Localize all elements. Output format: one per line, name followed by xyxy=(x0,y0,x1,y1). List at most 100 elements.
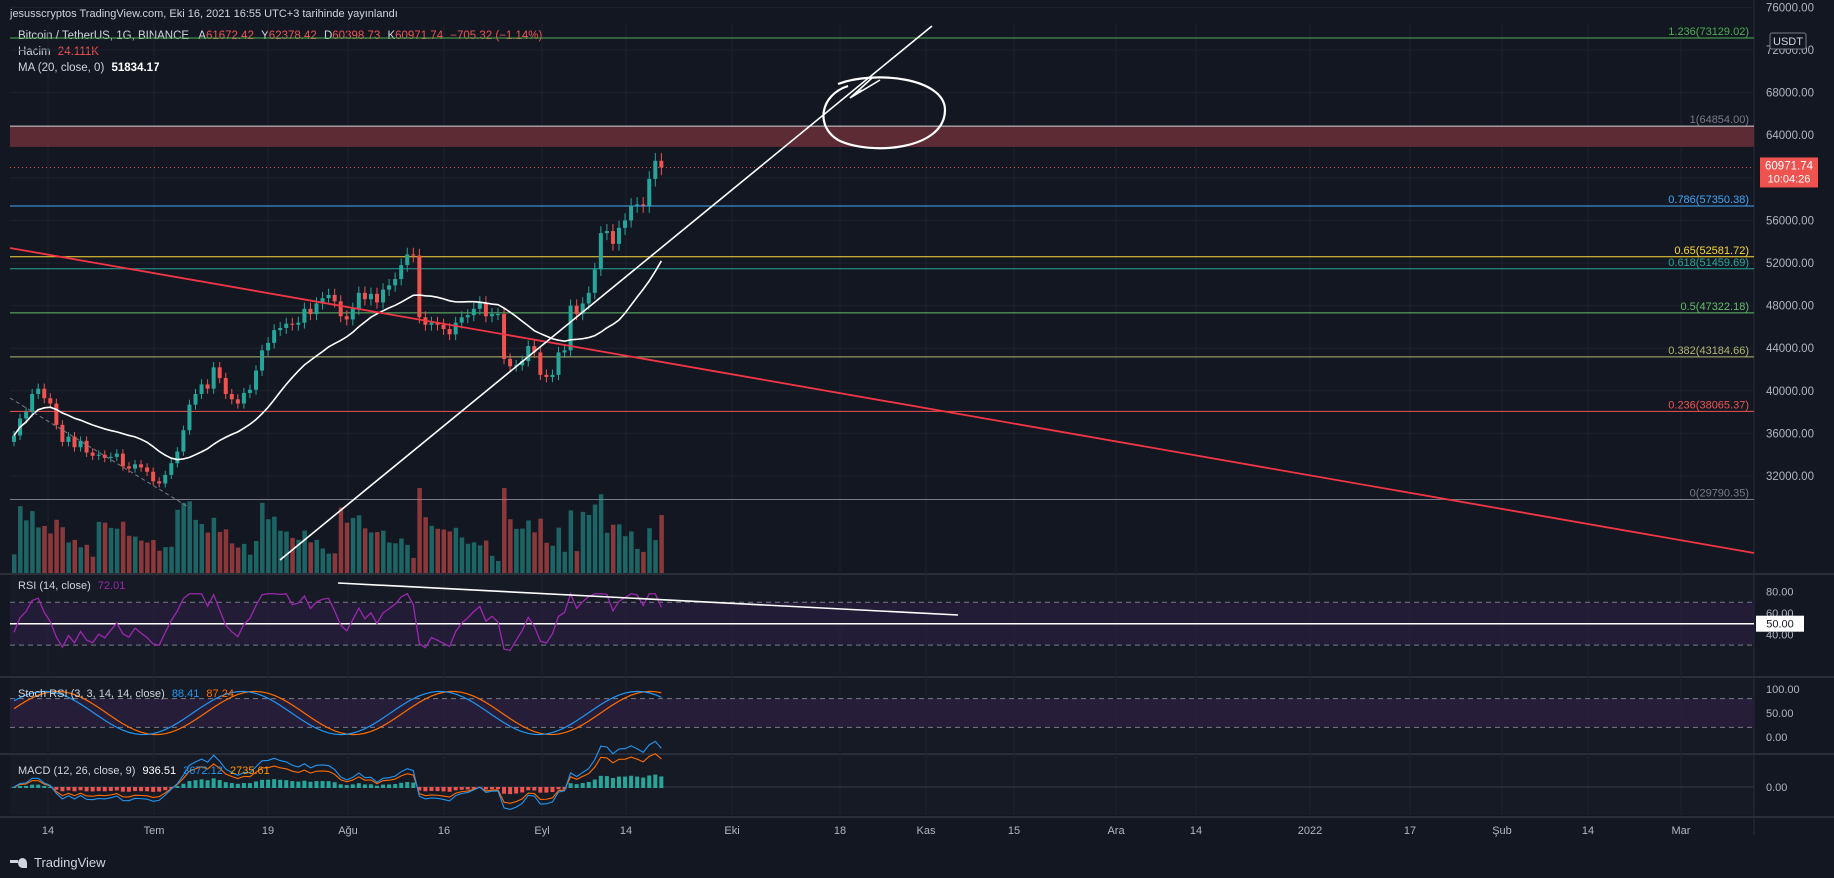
candle-body xyxy=(78,440,83,448)
volume-bar xyxy=(538,518,543,573)
volume-bar xyxy=(598,494,604,573)
macd-hist-bar xyxy=(229,783,234,788)
candle-body xyxy=(278,327,283,331)
macd-hist-bar xyxy=(435,787,440,792)
dashed-trendline xyxy=(9,397,191,509)
macd-hist-bar xyxy=(399,782,404,788)
macd-hist-bar xyxy=(423,787,428,792)
volume-bar xyxy=(181,502,186,573)
candle-body xyxy=(453,322,458,335)
candle-body xyxy=(193,393,198,405)
volume-bar xyxy=(568,510,574,573)
macd-signal-line xyxy=(13,753,662,804)
volume-bar xyxy=(399,538,404,573)
stoch-axis-label: 100.00 xyxy=(1766,684,1800,696)
volume-bar xyxy=(169,546,174,573)
macd-hist-bar xyxy=(320,780,325,788)
stoch-axis-label: 50.00 xyxy=(1766,708,1794,720)
candle-body xyxy=(205,384,210,389)
time-tick-label: 14 xyxy=(620,825,632,837)
candle-body xyxy=(223,378,228,394)
fib-level-label: 0.236(38065.37) xyxy=(1668,399,1749,411)
macd-hist-bar xyxy=(187,781,192,788)
candle-body xyxy=(471,308,476,316)
time-tick-label: 14 xyxy=(42,825,54,837)
fib-level-label: 0.382(43184.66) xyxy=(1668,345,1749,357)
candle-body xyxy=(157,481,162,484)
volume-bar xyxy=(36,527,41,573)
candle-body xyxy=(550,374,555,377)
macd-hist-bar xyxy=(447,787,452,792)
candle-body xyxy=(387,285,392,290)
volume-bar xyxy=(453,527,459,573)
macd-hist-bar xyxy=(623,776,628,788)
volume-bar xyxy=(417,488,422,573)
macd-hist-bar xyxy=(647,775,652,788)
time-tick-label: Tem xyxy=(144,825,165,837)
macd-hist-bar xyxy=(496,787,500,790)
volume-bar xyxy=(508,519,513,573)
macd-hist-bar xyxy=(272,779,277,788)
time-tick-label: Kas xyxy=(917,825,936,837)
volume-bar xyxy=(471,542,477,573)
macd-hist-bar xyxy=(598,775,603,788)
volume-bar xyxy=(48,533,53,573)
volume-bar xyxy=(496,561,501,573)
rsi-divergence-line xyxy=(337,582,959,616)
volume-bar xyxy=(483,540,489,573)
macd-hist-bar xyxy=(108,787,113,791)
volume-bar xyxy=(199,524,205,573)
volume-bar xyxy=(502,488,507,573)
volume-bar xyxy=(157,550,162,573)
macd-hist-bar xyxy=(405,782,410,788)
volume-bar xyxy=(405,544,410,573)
macd-hist-bar xyxy=(502,787,507,794)
tradingview-footer[interactable]: TradingView xyxy=(10,855,106,870)
volume-bar xyxy=(284,531,289,573)
macd-hist-bar xyxy=(610,777,615,788)
volume-bar xyxy=(580,511,586,573)
volume-bar xyxy=(526,520,531,573)
candle-body xyxy=(296,322,301,325)
volume-bar xyxy=(520,528,525,573)
volume-bar xyxy=(72,539,77,573)
candle-body xyxy=(344,316,349,320)
volume-label[interactable]: Hacim xyxy=(18,46,51,58)
stoch-band xyxy=(10,698,1754,728)
macd-hist-bar xyxy=(247,783,252,788)
volume-bar xyxy=(532,532,537,573)
volume-bar xyxy=(290,537,295,573)
fib-resistance-zone xyxy=(10,126,1754,147)
macd-hist-bar xyxy=(586,781,591,788)
volume-bar xyxy=(247,554,253,573)
candle-body xyxy=(151,471,156,482)
macd-hist-bar xyxy=(387,784,392,788)
macd-hist-bar xyxy=(368,784,373,788)
volume-bar xyxy=(326,553,332,573)
symbol-name[interactable]: Bitcoin / TetherUS, 1G, BINANCE xyxy=(18,30,190,42)
macd-hist-bar xyxy=(114,787,119,791)
candle-body xyxy=(623,220,628,228)
candle-body xyxy=(90,452,95,456)
volume-bar xyxy=(120,521,126,573)
candle-body xyxy=(580,303,585,315)
candle-body xyxy=(368,293,373,300)
rsi-legend[interactable]: RSI (14, close) 72.01 xyxy=(18,580,125,592)
volume-bar xyxy=(344,522,350,573)
macd-legend[interactable]: MACD (12, 26, close, 9) 936.51 3672.12 2… xyxy=(18,765,270,777)
macd-hist-bar xyxy=(66,787,71,791)
candle-body xyxy=(96,454,101,456)
publisher-line: jesusscryptos TradingView.com, Eki 16, 2… xyxy=(10,8,398,20)
time-tick-label: 19 xyxy=(262,825,274,837)
time-tick-label: Ağu xyxy=(338,825,358,837)
ma-label[interactable]: MA (20, close, 0) xyxy=(18,62,105,74)
macd-hist-bar xyxy=(205,780,210,788)
ma-line xyxy=(13,260,663,461)
macd-line xyxy=(13,740,662,810)
volume-bar xyxy=(641,551,646,573)
candle-body xyxy=(314,303,319,315)
candle-body xyxy=(477,302,482,309)
macd-hist-bar xyxy=(356,783,361,788)
stoch-legend[interactable]: Stoch RSI (3, 3, 14, 14, close) 88.41 87… xyxy=(18,688,234,700)
